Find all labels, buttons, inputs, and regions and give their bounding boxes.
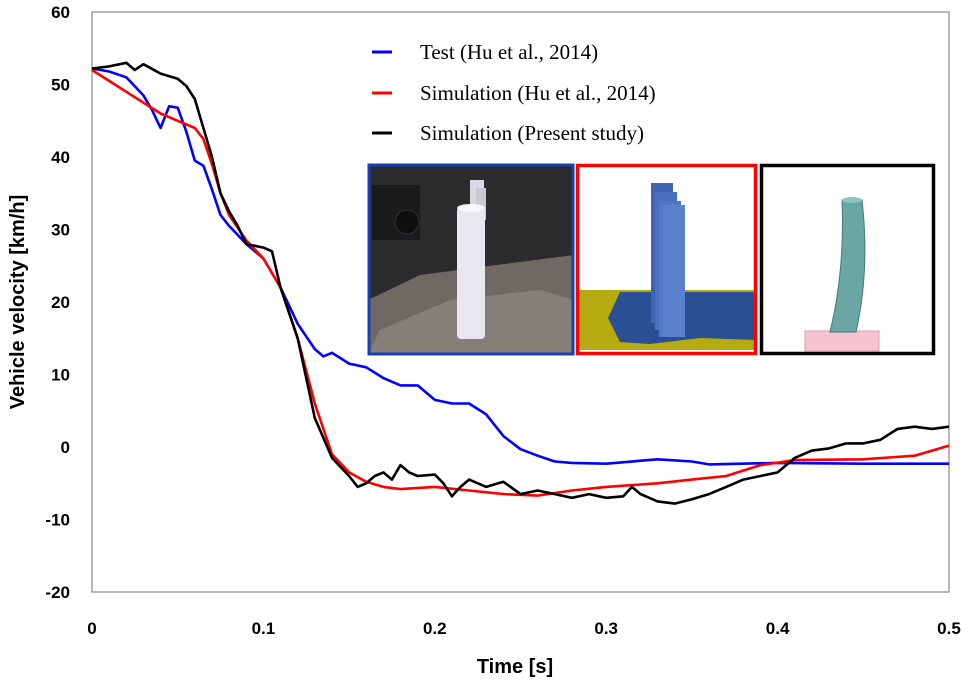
inset-photo-wheel: [394, 209, 420, 235]
inset-test-photo: [367, 163, 575, 356]
y-tick-label: 30: [51, 221, 70, 240]
y-tick-label: 60: [51, 3, 70, 22]
series-line-sim-present: [91, 61, 950, 505]
x-tick-label: 0.2: [423, 619, 447, 638]
y-tick-label: -20: [45, 583, 70, 602]
inset-photo-pipe-top: [457, 204, 485, 212]
inset-sim-present-pipe-top: [842, 197, 862, 203]
y-axis-title: Vehicle velocity [km/h]: [7, 195, 29, 410]
y-axis-ticks: -20 -10 0 10 20 30 40 50 60: [45, 3, 70, 602]
y-tick-label: 50: [51, 76, 70, 95]
inset-sim-present: [759, 163, 936, 356]
legend-label-test: Test (Hu et al., 2014): [420, 40, 598, 64]
inset-photo-border: [367, 163, 575, 356]
inset-sim-present-base: [804, 330, 880, 352]
inset-sim-present-border: [759, 163, 936, 356]
series-layer: [91, 61, 950, 505]
inset-photo-pipe-mid: [476, 188, 486, 220]
y-tick-label: 0: [61, 438, 70, 457]
y-tick-label: 10: [51, 366, 70, 385]
inset-sim-hu-border: [575, 163, 758, 356]
legend-box: [360, 28, 937, 156]
series-line-sim-hu: [91, 68, 950, 497]
x-tick-label: 0.4: [766, 619, 790, 638]
x-axis-ticks: 0 0.1 0.2 0.3 0.4 0.5: [87, 619, 961, 638]
inset-sim-hu: [575, 163, 758, 356]
legend-label-sim-hu: Simulation (Hu et al., 2014): [420, 81, 656, 105]
x-tick-label: 0: [87, 619, 96, 638]
inset-sim-present-pipe: [829, 199, 866, 333]
y-tick-label: 40: [51, 148, 70, 167]
x-axis-title: Time [s]: [477, 656, 553, 678]
x-tick-label: 0.1: [252, 619, 276, 638]
series-line-test: [91, 67, 949, 466]
x-tick-label: 0.5: [937, 619, 961, 638]
legend: Test (Hu et al., 2014) Simulation (Hu et…: [360, 28, 937, 156]
y-tick-label: 20: [51, 293, 70, 312]
legend-label-sim-present: Simulation (Present study): [420, 121, 644, 145]
inset-photo-pipe: [457, 207, 485, 339]
inset-sim-hu-pipe-4: [663, 205, 685, 337]
x-tick-label: 0.3: [594, 619, 618, 638]
y-tick-label: -10: [45, 511, 70, 530]
